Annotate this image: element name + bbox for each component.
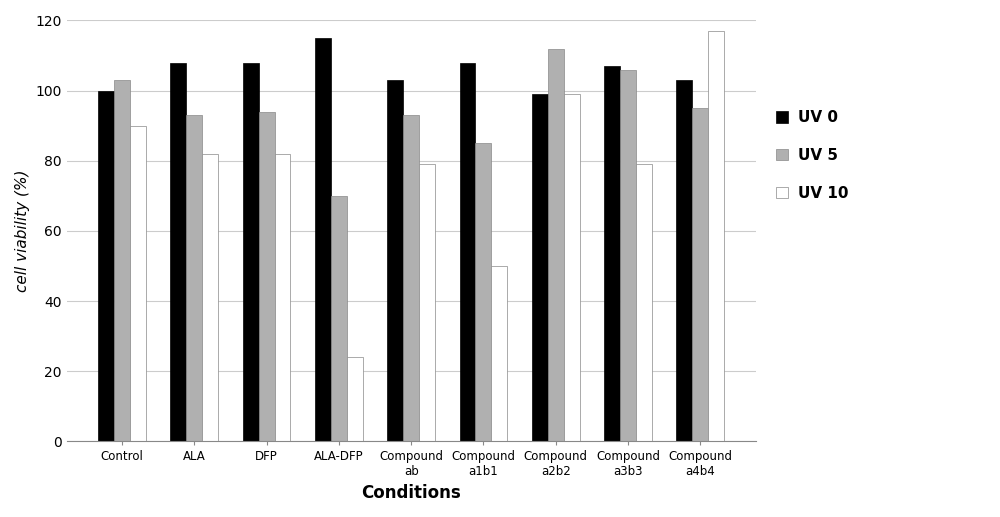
Bar bbox=[604, 66, 620, 442]
Bar bbox=[98, 90, 114, 442]
Legend: UV 0, UV 5, UV 10: UV 0, UV 5, UV 10 bbox=[770, 104, 854, 207]
Bar bbox=[620, 70, 636, 442]
Bar bbox=[130, 126, 146, 442]
Bar bbox=[259, 112, 275, 442]
Bar bbox=[548, 49, 564, 442]
Bar bbox=[275, 154, 290, 442]
Bar bbox=[676, 80, 692, 442]
Bar bbox=[692, 108, 708, 442]
Bar bbox=[419, 164, 435, 442]
Bar bbox=[387, 80, 403, 442]
X-axis label: Conditions: Conditions bbox=[361, 484, 461, 502]
Bar bbox=[564, 94, 580, 442]
Bar bbox=[347, 357, 363, 442]
Bar bbox=[532, 94, 548, 442]
Bar bbox=[170, 63, 186, 442]
Bar bbox=[491, 266, 507, 442]
Bar bbox=[475, 143, 491, 442]
Bar bbox=[331, 196, 347, 442]
Bar bbox=[114, 80, 130, 442]
Bar bbox=[186, 115, 202, 442]
Bar bbox=[403, 115, 419, 442]
Bar bbox=[708, 31, 724, 442]
Bar bbox=[636, 164, 652, 442]
Bar bbox=[243, 63, 259, 442]
Bar bbox=[460, 63, 475, 442]
Y-axis label: cell viability (%): cell viability (%) bbox=[15, 170, 30, 292]
Bar bbox=[315, 38, 331, 442]
Bar bbox=[202, 154, 218, 442]
